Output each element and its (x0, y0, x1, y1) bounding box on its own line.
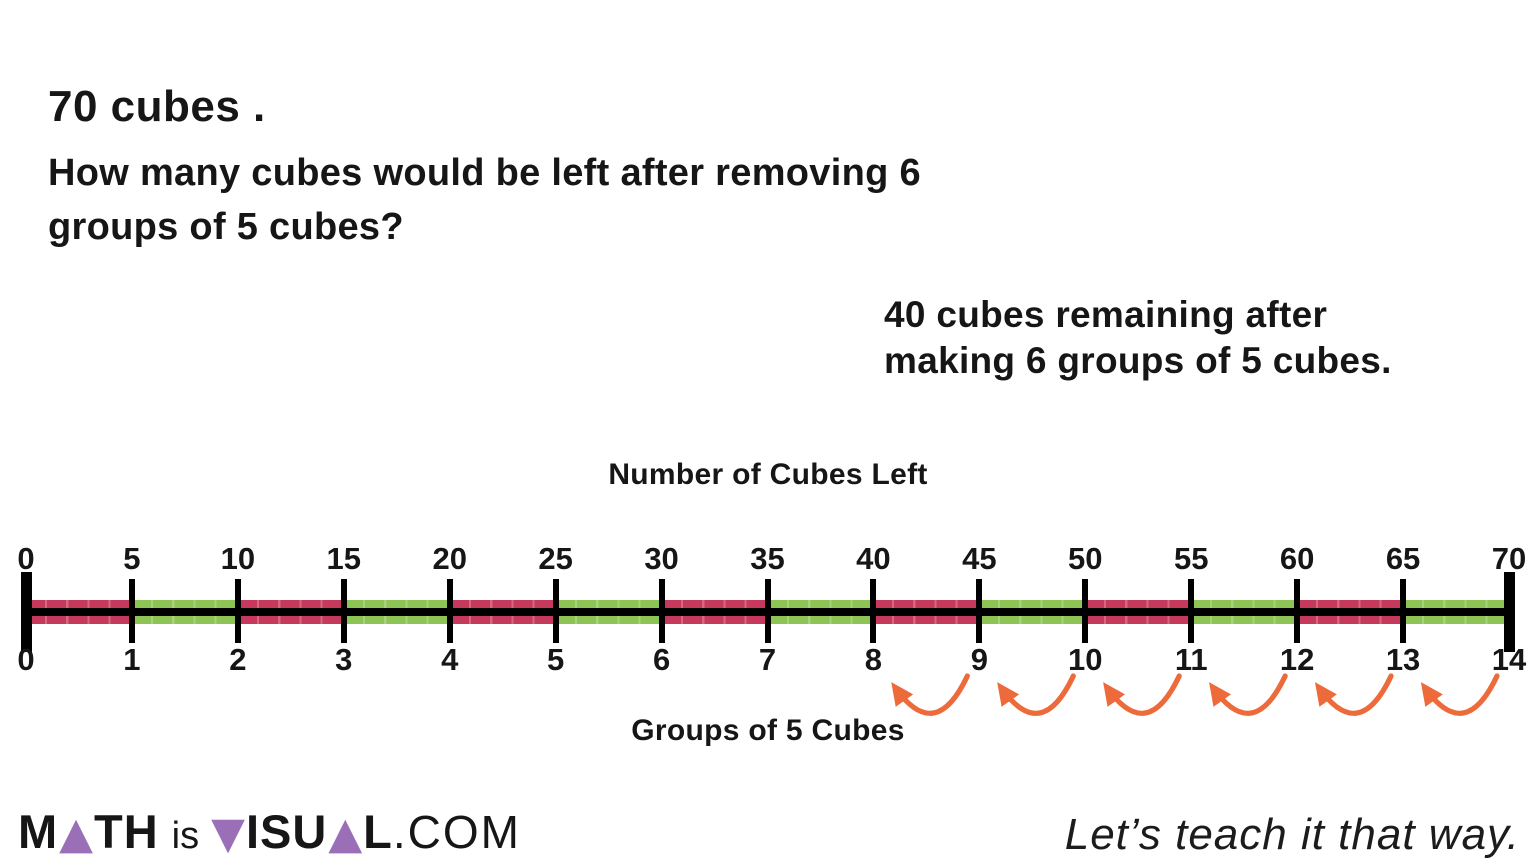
groups-tick-label: 12 (1279, 642, 1315, 677)
question-line-2: How many cubes would be left after remov… (48, 152, 921, 194)
footer-tagline: Let’s teach it that way. (1064, 810, 1520, 859)
jump-arrow (891, 673, 970, 716)
logo-letter-m: M (18, 805, 59, 858)
jump-arrow (1209, 673, 1288, 716)
cubes-tick-label: 60 (1279, 541, 1315, 576)
tick-mark (1294, 579, 1301, 643)
tick-mark (128, 579, 135, 643)
groups-tick-label: 11 (1174, 642, 1208, 677)
jump-arrow (1103, 673, 1182, 716)
tick-mark (340, 579, 347, 643)
endpoint-tick (20, 572, 32, 652)
logo-letters-th: TH (94, 805, 159, 858)
logo-letters-isu: ISU (245, 805, 328, 858)
bottom-axis-label: Groups of 5 Cubes (631, 714, 905, 747)
groups-tick-label: 0 (17, 642, 35, 677)
answer-line-1: 40 cubes remaining after (884, 294, 1328, 335)
tick-mark (764, 579, 771, 643)
cubes-tick-label: 25 (538, 541, 573, 576)
top-axis-label: Number of Cubes Left (608, 458, 928, 491)
answer-block: 40 cubes remaining after making 6 groups… (884, 292, 1392, 384)
tick-mark (976, 579, 983, 643)
groups-tick-label: 5 (547, 642, 565, 677)
logo-domain-com: .COM (392, 806, 521, 858)
cubes-tick-label: 0 (17, 541, 35, 576)
tick-mark (870, 579, 877, 643)
tick-mark (658, 579, 665, 643)
tick-mark (1188, 579, 1195, 643)
question-block: 70 cubes . How many cubes would be left … (48, 82, 921, 254)
cubes-tick-label: 15 (326, 541, 362, 576)
jump-arrow (997, 673, 1076, 716)
groups-tick-label: 2 (229, 642, 247, 677)
groups-tick-label: 7 (758, 642, 777, 677)
jump-arrows (891, 673, 1500, 716)
question-line-1: 70 cubes . (48, 82, 266, 131)
logo-triangle-down-icon: ▼ (211, 808, 245, 859)
cubes-tick-label: 10 (220, 541, 256, 576)
site-logo: M ▲ TH is ▼ ISU ▲ L .COM (18, 804, 521, 859)
logo-word-is: is (171, 815, 200, 857)
groups-tick-label: 3 (335, 642, 353, 677)
cubes-tick-label: 35 (750, 541, 785, 576)
question-line-3: groups of 5 cubes? (48, 206, 404, 248)
groups-tick-label: 4 (441, 642, 459, 677)
cubes-tick-label: 65 (1385, 541, 1421, 576)
answer-line-2: making 6 groups of 5 cubes. (884, 340, 1392, 381)
groups-tick-label: 10 (1068, 642, 1103, 677)
logo-letter-l: L (363, 805, 393, 858)
groups-tick-label: 6 (652, 642, 671, 677)
cubes-tick-label: 40 (856, 541, 891, 576)
cubes-tick-label: 50 (1068, 541, 1103, 576)
groups-tick-label: 8 (864, 642, 883, 677)
tick-mark (1400, 579, 1407, 643)
jump-arrow (1314, 673, 1394, 716)
cubes-tick-label: 20 (432, 541, 467, 576)
endpoint-tick (1503, 572, 1515, 652)
tick-mark (1082, 579, 1089, 643)
groups-tick-label: 14 (1491, 642, 1527, 677)
cubes-tick-label: 45 (962, 541, 997, 576)
tick-mark (446, 579, 453, 643)
cubes-tick-label: 30 (644, 541, 679, 576)
cubes-tick-label: 55 (1173, 541, 1209, 576)
groups-tick-label: 1 (123, 642, 141, 677)
logo-triangle-up2-icon: ▲ (328, 808, 363, 859)
logo-triangle-up-icon: ▲ (59, 808, 93, 859)
cubes-tick-label: 5 (123, 541, 141, 576)
groups-tick-label: 9 (970, 642, 988, 677)
tick-mark (552, 579, 559, 643)
cubes-tick-label: 70 (1491, 541, 1527, 576)
tick-mark (234, 579, 241, 643)
jump-arrow (1420, 673, 1500, 716)
groups-tick-label: 13 (1385, 642, 1421, 677)
